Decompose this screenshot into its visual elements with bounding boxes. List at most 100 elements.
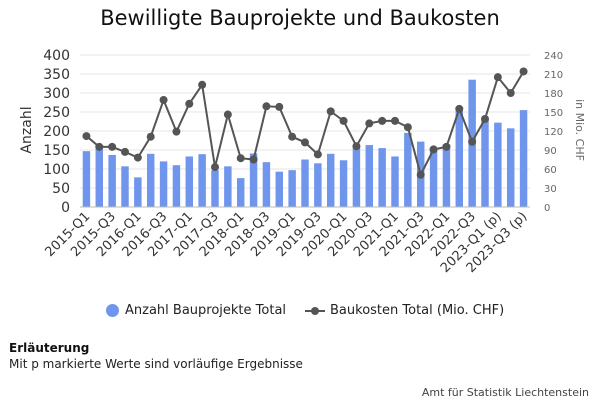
bar	[146, 153, 155, 207]
y2-tick-label: 0	[544, 203, 550, 214]
line-point	[108, 142, 117, 151]
y2-tick-label: 150	[544, 108, 563, 119]
y-tick-label: 0	[61, 200, 70, 216]
line-point	[185, 99, 194, 108]
y-tick-label: 50	[52, 181, 70, 197]
bar	[172, 165, 181, 207]
line-point	[159, 95, 168, 104]
y-tick-label: 300	[43, 86, 70, 102]
bar	[159, 161, 168, 207]
line-point	[442, 142, 451, 151]
bar	[429, 150, 438, 207]
line-point	[519, 67, 528, 76]
bar	[198, 154, 206, 207]
bar-series	[82, 79, 528, 207]
y2-tick-label: 90	[544, 146, 557, 157]
y-tick-label: 200	[43, 124, 70, 140]
line-point	[339, 116, 348, 125]
line-point	[403, 123, 412, 132]
line-point	[481, 114, 489, 123]
y2-axis-label: in Mio. CHF	[573, 99, 586, 161]
legend-label-bars: Anzahl Bauprojekte Total	[125, 303, 287, 318]
bar	[455, 109, 464, 207]
y2-tick-label: 120	[544, 127, 563, 138]
bar	[326, 153, 335, 207]
line-point	[455, 104, 464, 113]
bar	[121, 166, 129, 207]
line-point	[146, 132, 155, 141]
bar	[82, 151, 91, 207]
bar	[404, 132, 412, 207]
line-point	[506, 89, 515, 97]
bar	[391, 156, 399, 207]
bar	[211, 170, 219, 207]
line-point	[326, 107, 335, 116]
bar	[275, 171, 284, 207]
bar	[236, 178, 245, 207]
line-point	[288, 132, 297, 141]
line-point	[352, 142, 361, 151]
bar	[288, 170, 296, 207]
line-point	[198, 80, 207, 89]
line-point	[391, 116, 399, 125]
y2-tick-label: 210	[544, 70, 563, 81]
bar	[378, 148, 386, 207]
legend-bar-swatch-icon	[106, 304, 119, 317]
y2-tick-label: 60	[544, 165, 557, 176]
line-point	[211, 163, 219, 172]
bar	[365, 145, 374, 207]
line-point	[121, 147, 129, 156]
y-tick-label: 150	[43, 143, 70, 159]
line-point	[468, 137, 477, 146]
bar	[352, 148, 361, 207]
line-point	[172, 127, 181, 136]
bar	[442, 144, 451, 207]
y-tick-label: 400	[43, 48, 70, 64]
y2-tick-label: 240	[544, 51, 563, 62]
legend: Anzahl Bauprojekte Total Baukosten Total…	[0, 303, 600, 323]
y-tick-label: 250	[43, 105, 70, 121]
note-title: Erläuterung	[9, 341, 90, 355]
legend-item-line[interactable]: Baukosten Total (Mio. CHF)	[305, 303, 504, 318]
bar	[301, 159, 309, 207]
line-point	[95, 142, 104, 151]
line-point	[429, 145, 438, 154]
bar	[519, 110, 528, 207]
line-point	[301, 138, 309, 147]
y-tick-label: 100	[43, 162, 70, 178]
bar	[506, 128, 515, 207]
y-axis-label: Anzahl	[19, 106, 35, 153]
line-point	[493, 73, 502, 82]
bar	[314, 163, 322, 207]
bar	[185, 156, 194, 207]
y2-tick-label: 30	[544, 184, 557, 195]
bar	[494, 122, 502, 207]
line-point	[365, 119, 374, 128]
bar	[224, 166, 232, 207]
line-point	[236, 154, 245, 163]
line-point	[275, 102, 284, 111]
line-point	[82, 132, 91, 141]
bar	[249, 153, 258, 207]
legend-item-bars[interactable]: Anzahl Bauprojekte Total	[106, 303, 286, 318]
note-text: Mit p markierte Werte sind vorläufige Er…	[9, 357, 303, 371]
bar	[262, 162, 271, 207]
bar	[339, 160, 348, 207]
chart-title: Bewilligte Bauprojekte und Baukosten	[100, 6, 500, 30]
legend-label-line: Baukosten Total (Mio. CHF)	[330, 303, 505, 318]
y2-tick-label: 180	[544, 89, 563, 100]
bar	[95, 146, 104, 207]
bar	[481, 118, 489, 207]
line-point	[133, 153, 142, 162]
line-point	[378, 116, 387, 125]
y-tick-label: 350	[43, 67, 70, 83]
bar	[108, 154, 116, 207]
legend-line-swatch-icon	[305, 304, 325, 317]
source-credit: Amt für Statistik Liechtenstein	[421, 386, 589, 399]
line-series	[82, 67, 528, 179]
line-point	[262, 102, 271, 111]
line-point	[416, 170, 425, 179]
bar	[134, 177, 142, 207]
line-point	[223, 110, 232, 119]
